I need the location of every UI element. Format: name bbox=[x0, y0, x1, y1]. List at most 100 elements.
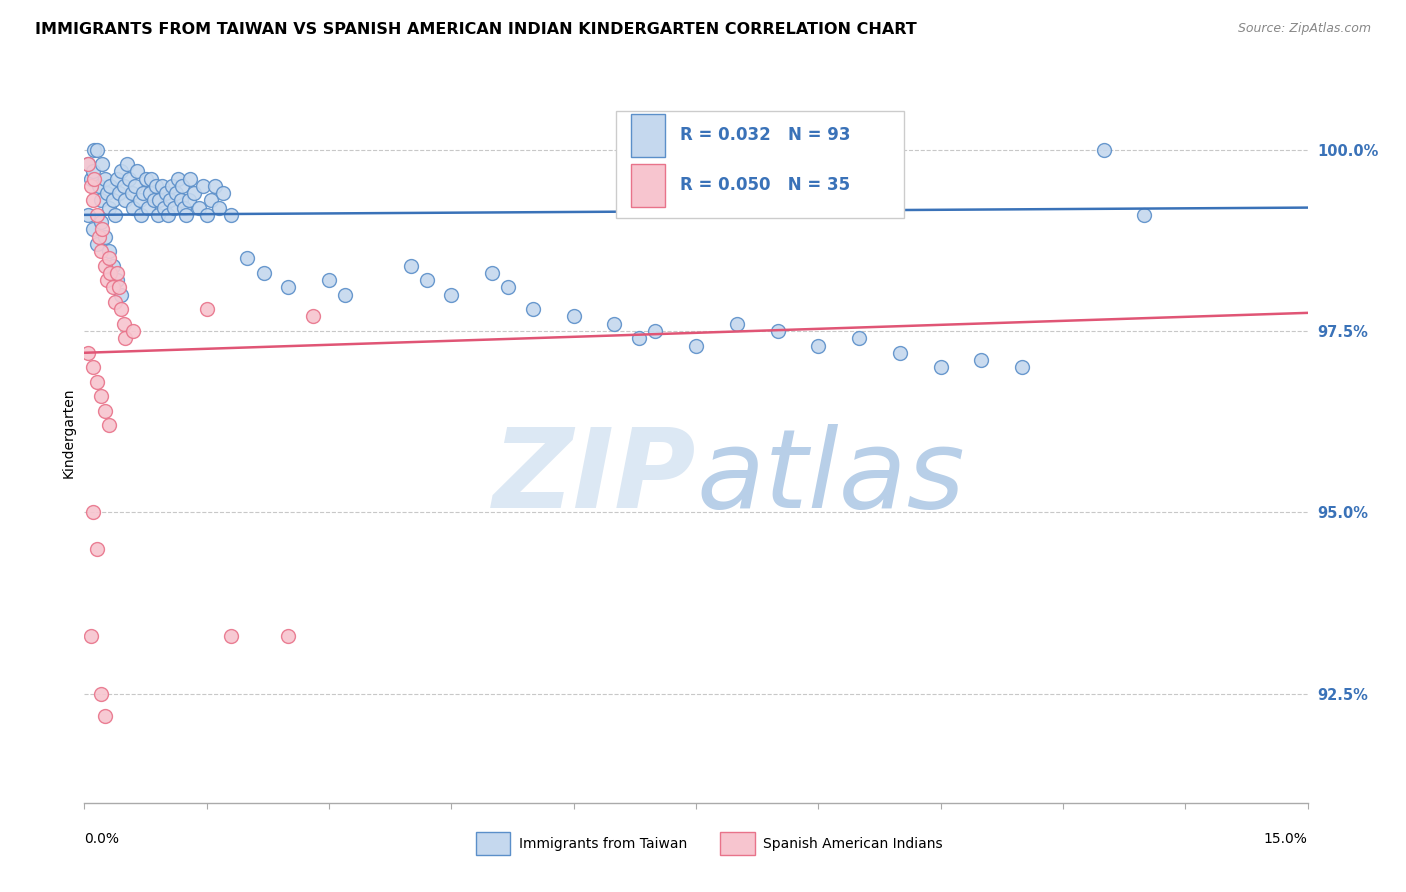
Point bbox=[179, 171, 201, 186]
Point bbox=[627, 331, 650, 345]
Point bbox=[725, 317, 748, 331]
Point bbox=[104, 208, 127, 222]
Point bbox=[603, 317, 626, 331]
Point bbox=[100, 178, 122, 193]
Point bbox=[156, 208, 179, 222]
Point bbox=[97, 252, 120, 266]
Point bbox=[562, 310, 585, 324]
Point bbox=[118, 171, 141, 186]
Point bbox=[90, 194, 112, 208]
Text: R = 0.050   N = 35: R = 0.050 N = 35 bbox=[681, 176, 851, 194]
Point bbox=[970, 353, 993, 368]
Point bbox=[195, 302, 218, 317]
Point bbox=[112, 178, 135, 193]
Text: R = 0.032   N = 93: R = 0.032 N = 93 bbox=[681, 126, 851, 144]
Point bbox=[105, 171, 128, 186]
Point bbox=[766, 324, 789, 338]
Point bbox=[82, 194, 104, 208]
Point bbox=[86, 541, 108, 556]
Y-axis label: Kindergarten: Kindergarten bbox=[62, 387, 76, 478]
Point bbox=[440, 287, 463, 301]
Point bbox=[128, 194, 150, 208]
Bar bbox=[631, 164, 665, 207]
Point bbox=[177, 194, 200, 208]
Point bbox=[138, 186, 160, 200]
Point bbox=[169, 194, 191, 208]
Point bbox=[97, 244, 120, 259]
Point bbox=[97, 418, 120, 433]
Point bbox=[124, 178, 146, 193]
Point bbox=[165, 186, 187, 200]
Point bbox=[146, 208, 169, 222]
Point bbox=[77, 345, 100, 359]
Point bbox=[82, 164, 104, 178]
Point bbox=[481, 266, 503, 280]
Point bbox=[107, 280, 129, 294]
Point bbox=[93, 229, 115, 244]
Point bbox=[148, 194, 170, 208]
Point bbox=[101, 259, 124, 273]
Point bbox=[277, 280, 299, 294]
Text: Immigrants from Taiwan: Immigrants from Taiwan bbox=[519, 837, 688, 850]
Point bbox=[104, 295, 127, 310]
Point bbox=[91, 157, 114, 171]
Point bbox=[142, 194, 165, 208]
Point bbox=[90, 244, 112, 259]
Text: 15.0%: 15.0% bbox=[1264, 832, 1308, 847]
Point bbox=[105, 273, 128, 287]
Text: Source: ZipAtlas.com: Source: ZipAtlas.com bbox=[1237, 22, 1371, 36]
Point bbox=[90, 389, 112, 403]
Point bbox=[1092, 143, 1115, 157]
Point bbox=[110, 287, 132, 301]
Point bbox=[135, 171, 157, 186]
Point bbox=[101, 280, 124, 294]
Point bbox=[87, 229, 110, 244]
Point bbox=[82, 506, 104, 520]
Point bbox=[136, 201, 159, 215]
Point bbox=[929, 360, 952, 375]
Point bbox=[86, 208, 108, 222]
Bar bbox=[720, 832, 755, 855]
Point bbox=[848, 331, 870, 345]
Point bbox=[132, 186, 155, 200]
Point bbox=[498, 280, 520, 294]
Point bbox=[80, 629, 103, 643]
Point bbox=[97, 201, 120, 215]
Point bbox=[127, 164, 149, 178]
Point bbox=[155, 186, 177, 200]
Point bbox=[195, 208, 218, 222]
Point bbox=[90, 687, 112, 701]
Point bbox=[163, 201, 186, 215]
Point bbox=[162, 178, 184, 193]
Point bbox=[277, 629, 299, 643]
Point bbox=[93, 171, 115, 186]
Point bbox=[110, 164, 132, 178]
Point bbox=[1011, 360, 1033, 375]
Point bbox=[77, 157, 100, 171]
Point bbox=[122, 201, 145, 215]
Point bbox=[145, 178, 167, 193]
Text: IMMIGRANTS FROM TAIWAN VS SPANISH AMERICAN INDIAN KINDERGARTEN CORRELATION CHART: IMMIGRANTS FROM TAIWAN VS SPANISH AMERIC… bbox=[35, 22, 917, 37]
Point bbox=[86, 143, 108, 157]
Point bbox=[77, 208, 100, 222]
Point bbox=[219, 629, 242, 643]
Point bbox=[183, 186, 205, 200]
Point bbox=[90, 215, 112, 229]
Point bbox=[122, 324, 145, 338]
Point bbox=[335, 287, 357, 301]
Point bbox=[212, 186, 235, 200]
Point bbox=[644, 324, 666, 338]
Point bbox=[174, 208, 197, 222]
Point bbox=[141, 171, 163, 186]
Point bbox=[105, 266, 128, 280]
Point bbox=[93, 404, 115, 418]
Point bbox=[96, 186, 118, 200]
Point bbox=[173, 201, 195, 215]
Bar bbox=[631, 114, 665, 157]
Point bbox=[318, 273, 340, 287]
Point bbox=[191, 178, 214, 193]
Point bbox=[77, 157, 100, 171]
Point bbox=[82, 222, 104, 236]
Point bbox=[253, 266, 276, 280]
Point bbox=[80, 178, 103, 193]
